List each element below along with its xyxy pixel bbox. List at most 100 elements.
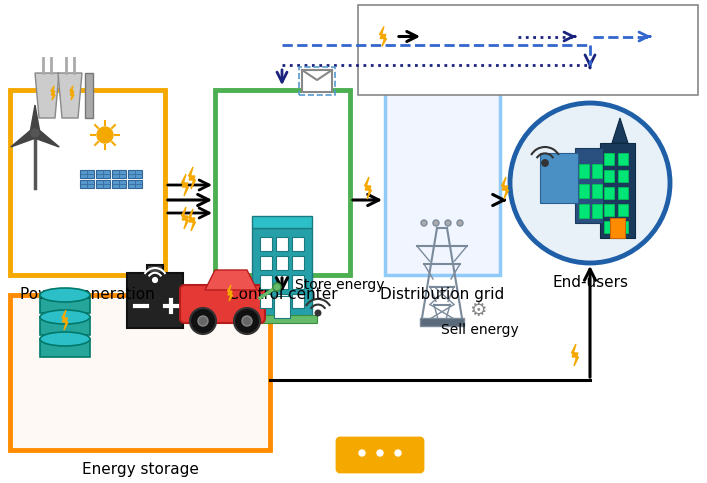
Circle shape xyxy=(395,450,401,456)
Polygon shape xyxy=(62,310,68,330)
Bar xyxy=(385,90,500,275)
Circle shape xyxy=(234,308,260,334)
Text: Sell energy: Sell energy xyxy=(441,323,519,337)
Bar xyxy=(127,273,183,328)
Bar xyxy=(247,315,317,323)
Circle shape xyxy=(359,450,365,456)
Bar xyxy=(540,153,578,203)
Bar xyxy=(299,67,335,95)
Bar xyxy=(592,164,602,178)
Bar xyxy=(618,153,628,165)
Polygon shape xyxy=(228,285,233,301)
Bar xyxy=(276,294,288,308)
Bar xyxy=(85,73,93,118)
Circle shape xyxy=(377,450,383,456)
Circle shape xyxy=(273,283,281,291)
Bar xyxy=(80,170,94,178)
Polygon shape xyxy=(30,105,40,133)
Bar xyxy=(292,256,304,270)
Text: Distribution grid: Distribution grid xyxy=(380,287,505,302)
Bar xyxy=(80,180,94,188)
Polygon shape xyxy=(58,73,82,118)
Circle shape xyxy=(198,316,208,326)
Bar xyxy=(292,275,304,289)
Ellipse shape xyxy=(40,332,90,346)
Polygon shape xyxy=(571,344,578,366)
Bar xyxy=(274,296,290,318)
Bar xyxy=(128,170,142,178)
Bar xyxy=(358,5,698,95)
Polygon shape xyxy=(380,27,387,46)
Polygon shape xyxy=(501,177,508,199)
Text: Power generation: Power generation xyxy=(20,287,155,302)
Ellipse shape xyxy=(40,288,90,302)
Polygon shape xyxy=(189,209,196,231)
Polygon shape xyxy=(182,174,189,196)
Bar xyxy=(112,180,126,188)
Polygon shape xyxy=(33,128,59,147)
Bar xyxy=(610,218,625,238)
Bar xyxy=(96,180,110,188)
Bar xyxy=(128,180,142,188)
Circle shape xyxy=(510,103,670,263)
Circle shape xyxy=(97,127,113,143)
Bar xyxy=(604,170,614,182)
Bar xyxy=(292,237,304,251)
Bar xyxy=(618,221,628,233)
Bar xyxy=(260,237,272,251)
Circle shape xyxy=(315,310,321,316)
Text: ⚙: ⚙ xyxy=(469,300,486,319)
Bar xyxy=(604,187,614,199)
Bar xyxy=(592,184,602,198)
Bar xyxy=(260,275,272,289)
Polygon shape xyxy=(365,177,371,199)
Bar xyxy=(147,265,163,273)
Bar xyxy=(579,164,589,178)
Bar xyxy=(276,237,288,251)
Circle shape xyxy=(457,220,463,226)
Bar xyxy=(618,187,628,199)
Bar xyxy=(600,143,635,238)
Ellipse shape xyxy=(40,310,90,324)
Bar xyxy=(618,204,628,216)
Bar xyxy=(575,148,603,223)
Text: Energy flow: Energy flow xyxy=(367,68,449,82)
Bar xyxy=(40,317,90,335)
Text: Store energy: Store energy xyxy=(295,278,385,292)
Circle shape xyxy=(433,220,439,226)
Bar xyxy=(276,256,288,270)
Polygon shape xyxy=(612,118,628,143)
Bar xyxy=(302,70,332,92)
Bar xyxy=(252,216,312,228)
Polygon shape xyxy=(11,128,37,147)
Polygon shape xyxy=(205,270,257,290)
Bar xyxy=(618,170,628,182)
Polygon shape xyxy=(70,86,74,100)
Circle shape xyxy=(242,316,252,326)
Bar xyxy=(112,170,126,178)
Bar xyxy=(10,90,165,275)
Circle shape xyxy=(190,308,216,334)
Bar xyxy=(604,221,614,233)
Bar xyxy=(260,294,272,308)
Bar xyxy=(604,204,614,216)
Bar xyxy=(40,339,90,357)
Bar xyxy=(252,228,312,318)
Text: Information flow: Information flow xyxy=(556,68,670,82)
Bar xyxy=(40,295,90,313)
Bar xyxy=(96,170,110,178)
Circle shape xyxy=(542,160,548,166)
Circle shape xyxy=(445,220,451,226)
Text: Control center: Control center xyxy=(228,287,337,302)
Polygon shape xyxy=(182,207,189,229)
Circle shape xyxy=(31,129,39,137)
Bar xyxy=(420,318,464,326)
Bar xyxy=(260,256,272,270)
Bar xyxy=(215,90,350,275)
Text: End-users: End-users xyxy=(552,275,628,290)
Bar xyxy=(276,275,288,289)
Polygon shape xyxy=(35,73,59,118)
Circle shape xyxy=(421,220,427,226)
Bar xyxy=(592,204,602,218)
Polygon shape xyxy=(189,167,196,189)
